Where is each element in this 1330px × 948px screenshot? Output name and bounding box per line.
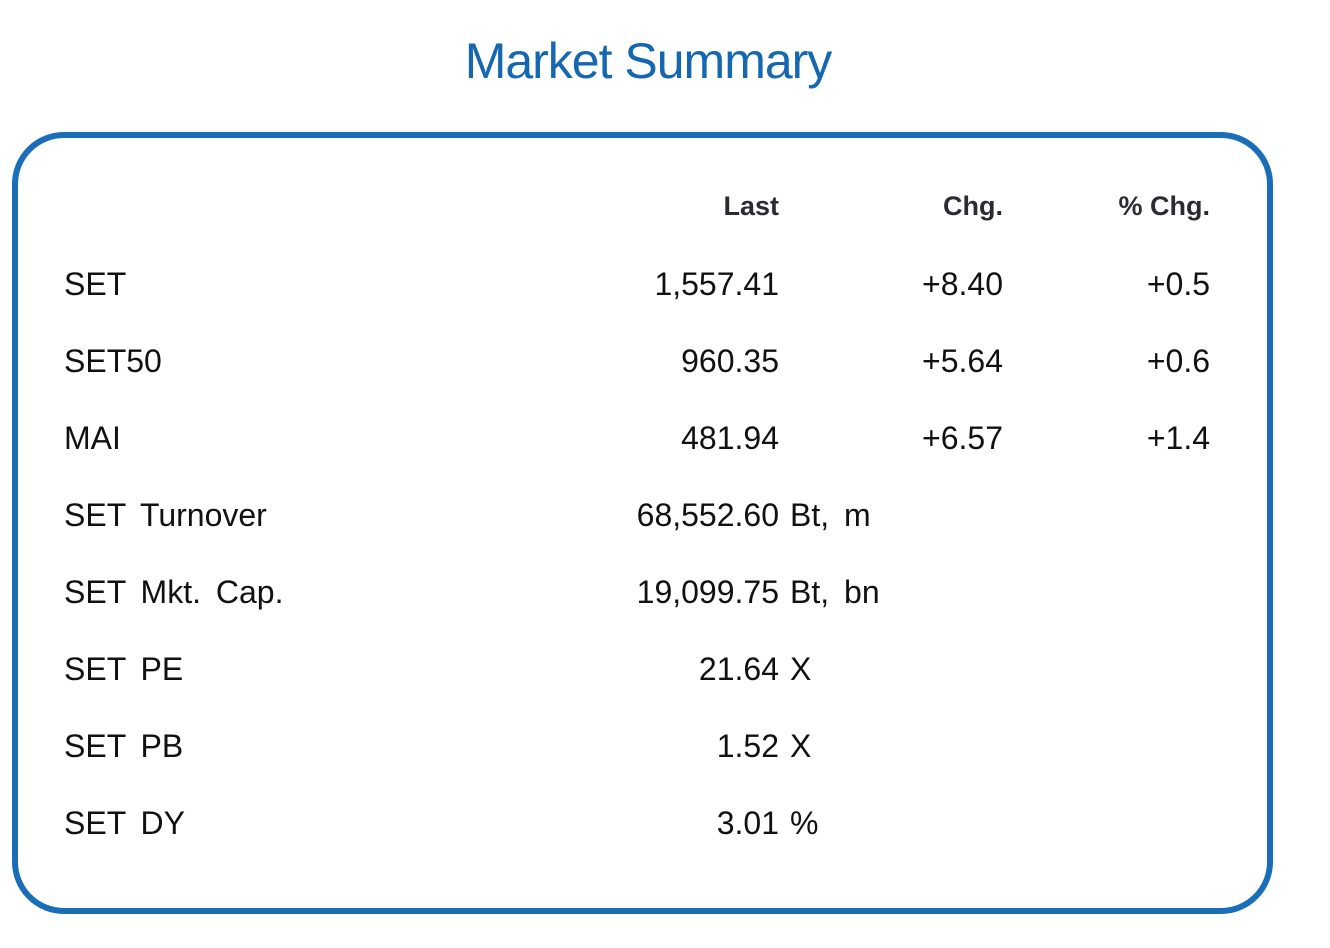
stat-label-dy: SET DY: [64, 805, 185, 841]
stat-unit-mkt-cap: Bt, bn: [790, 574, 880, 610]
stat-value-mkt-cap: 19,099.75: [636, 574, 779, 610]
row-pct-set: +0.5: [1146, 266, 1210, 302]
stat-unit-pe: X: [790, 651, 812, 687]
row-label-mai: MAI: [64, 420, 121, 456]
stat-value-dy: 3.01: [716, 805, 779, 841]
stat-label-pe: SET PE: [64, 651, 184, 687]
stat-value-turnover: 68,552.60: [636, 497, 779, 533]
stat-label-mkt-cap: SET Mkt. Cap.: [64, 574, 284, 610]
header-chg: Chg.: [943, 191, 1003, 221]
row-label-set: SET: [64, 266, 127, 302]
summary-panel: [12, 132, 1273, 914]
row-chg-set50: +5.64: [922, 343, 1003, 379]
page-title: Market Summary: [464, 33, 833, 89]
row-chg-mai: +6.57: [922, 420, 1003, 456]
stat-value-pb: 1.52: [716, 728, 779, 764]
row-last-set: 1,557.41: [654, 266, 779, 302]
stat-unit-dy: %: [790, 805, 819, 841]
stat-label-turnover: SET Turnover: [64, 497, 267, 533]
row-chg-set: +8.40: [922, 266, 1003, 302]
row-pct-mai: +1.4: [1146, 420, 1210, 456]
stat-unit-turnover: Bt, m: [790, 497, 871, 533]
row-last-mai: 481.94: [681, 420, 779, 456]
stat-unit-pb: X: [790, 728, 812, 764]
header-pct-chg: % Chg.: [1118, 191, 1211, 221]
row-last-set50: 960.35: [681, 343, 779, 379]
header-last: Last: [723, 191, 779, 221]
row-pct-set50: +0.6: [1146, 343, 1210, 379]
stat-label-pb: SET PB: [64, 728, 184, 764]
stat-value-pe: 21.64: [698, 651, 779, 687]
row-label-set50: SET50: [64, 343, 162, 379]
